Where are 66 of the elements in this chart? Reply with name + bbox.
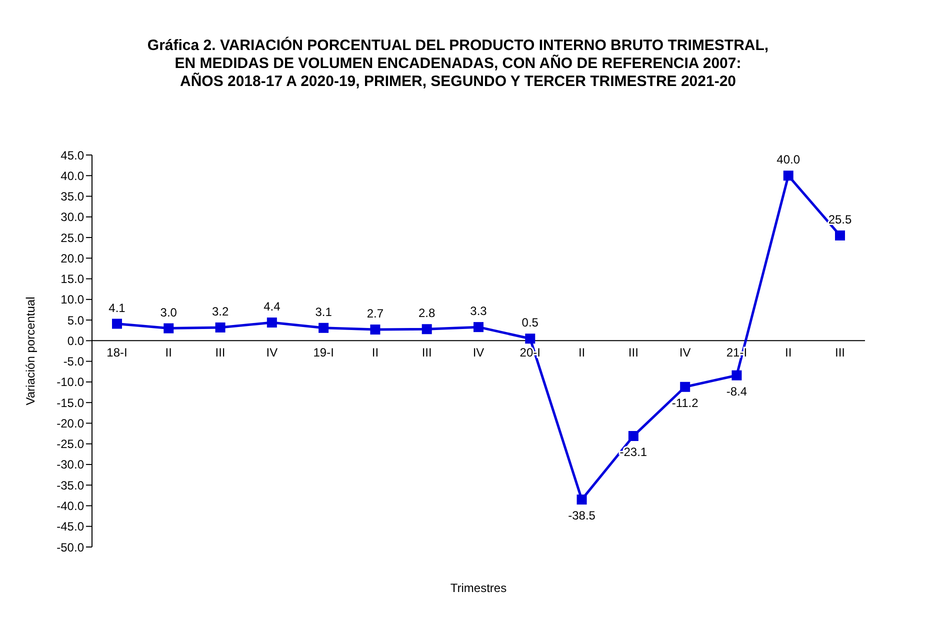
y-tick-label: 40.0	[60, 168, 84, 183]
data-label: 2.8	[418, 306, 436, 320]
point	[370, 324, 380, 335]
data-label: 3.2	[212, 304, 229, 318]
y-tick-label: 20.0	[60, 251, 84, 266]
point	[112, 318, 122, 329]
data-label: 0.5	[522, 316, 539, 330]
point	[318, 322, 329, 333]
data-label: 4.4	[264, 300, 281, 314]
data-label: 2.7	[366, 306, 384, 321]
y-tick-label: -50.0	[56, 540, 84, 554]
y-tick-label: -30.0	[56, 458, 84, 472]
chart-title: Gráfica 2. VARIACIÓN PORCENTUAL DEL PRODUCTO INTERNO BRUTO TRIMESTRAL, EN MEDIDAS DE VOLUMEN ENCADENADAS, CON AÑO DE REFERENCIA 2007: AÑOS 2018-17 A 2020-19, PRIMER, SEGUNDO Y TERCER TRIMESTRE 2021-20	[146, 37, 770, 92]
y-tick-label: -25.0	[56, 437, 84, 452]
x-tick-label: IV	[679, 346, 691, 360]
point	[680, 382, 690, 392]
x-tick-label: IV	[472, 346, 484, 360]
data-label: -8.4	[726, 384, 748, 398]
x-tick-label: II	[372, 346, 379, 360]
point	[628, 431, 638, 441]
data-label: 3.0	[160, 305, 178, 320]
point	[835, 230, 845, 240]
point	[576, 494, 587, 505]
point	[164, 323, 174, 334]
y-tick-label: -20.0	[56, 416, 84, 430]
point	[732, 370, 742, 380]
y-tick-label: -10.0	[56, 375, 84, 390]
y-tick-label: 0.0	[67, 334, 84, 348]
point	[422, 324, 432, 334]
data-label: -23.1	[620, 445, 648, 459]
y-tick-label: 35.0	[60, 190, 84, 204]
y-tick-label: 15.0	[60, 272, 84, 286]
x-tick-label: 18-I	[106, 346, 128, 360]
x-tick-label: II	[165, 346, 172, 360]
data-label: 40.0	[776, 152, 800, 167]
y-tick-label: 25.0	[60, 230, 84, 245]
x-tick-label: III	[422, 346, 432, 360]
y-tick-label: -35.0	[56, 478, 84, 492]
x-tick-label: II	[785, 346, 792, 360]
point	[474, 322, 484, 332]
y-tick-label: -15.0	[56, 396, 84, 410]
data-label: -38.5	[568, 508, 596, 523]
y-tick-label: -5.0	[63, 354, 84, 369]
point	[783, 170, 794, 181]
data-label: 25.5	[828, 212, 852, 226]
y-tick-label: -45.0	[56, 520, 84, 534]
y-tick-label: 5.0	[67, 313, 84, 328]
y-axis-title: Variación porcentual	[23, 296, 38, 406]
data-label: 3.1	[315, 304, 332, 319]
data-label: 3.3	[470, 304, 488, 318]
y-tick-label: 10.0	[60, 292, 84, 307]
x-tick-label: III	[215, 346, 226, 360]
x-tick-label: III	[834, 346, 846, 360]
y-tick-label: -40.0	[56, 498, 84, 513]
point	[215, 322, 226, 332]
x-tick-label: IV	[266, 346, 278, 360]
x-tick-label: III	[628, 346, 638, 360]
data-label: 4.1	[108, 300, 126, 315]
data-label: -11.2	[672, 396, 699, 410]
point	[525, 334, 536, 344]
x-axis-title: Trimestres	[450, 581, 507, 595]
y-tick-label: 45.0	[60, 148, 84, 162]
point	[266, 318, 277, 328]
x-tick-label: 19-I	[313, 346, 334, 360]
y-tick-label: 30.0	[60, 210, 84, 224]
x-tick-label: II	[578, 346, 586, 360]
